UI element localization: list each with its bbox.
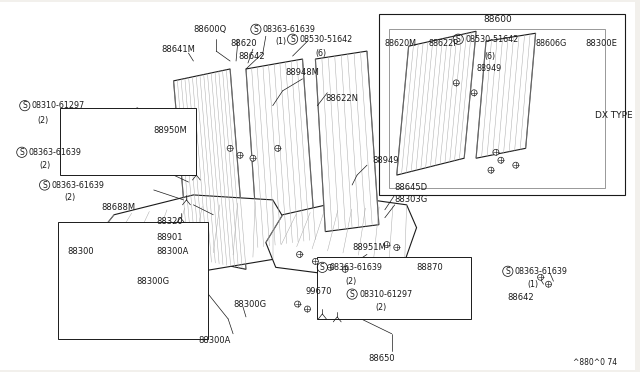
Text: 88300: 88300 (67, 247, 94, 256)
Text: 08363-61639: 08363-61639 (29, 148, 82, 157)
Circle shape (513, 162, 519, 168)
Circle shape (327, 264, 333, 270)
Polygon shape (316, 51, 379, 232)
Text: S: S (253, 25, 259, 34)
Circle shape (312, 259, 318, 264)
Text: S: S (456, 35, 461, 44)
Text: 88645D: 88645D (395, 183, 428, 192)
Polygon shape (173, 69, 246, 269)
Circle shape (296, 251, 303, 257)
Polygon shape (246, 59, 316, 247)
Polygon shape (60, 108, 196, 175)
Circle shape (538, 274, 543, 280)
Polygon shape (317, 257, 471, 319)
Text: S: S (42, 180, 47, 189)
Circle shape (275, 145, 281, 151)
Text: 88300G: 88300G (137, 277, 170, 286)
Polygon shape (397, 31, 476, 175)
Circle shape (237, 152, 243, 158)
Text: ^880^0 74: ^880^0 74 (573, 358, 617, 367)
Text: 88650: 88650 (369, 354, 395, 363)
Text: 08530-51642: 08530-51642 (300, 35, 353, 44)
Circle shape (294, 301, 301, 307)
Text: 88600: 88600 (484, 15, 512, 24)
Polygon shape (379, 15, 625, 195)
Text: S: S (290, 35, 295, 44)
Text: 88622P: 88622P (428, 39, 458, 48)
Text: 08363-61639: 08363-61639 (52, 180, 104, 189)
Text: 88300A: 88300A (198, 336, 231, 345)
Polygon shape (388, 29, 605, 188)
Text: 88688M: 88688M (101, 203, 135, 212)
Text: 08363-61639: 08363-61639 (515, 267, 568, 276)
Text: 88949: 88949 (372, 156, 399, 165)
Circle shape (227, 145, 233, 151)
Text: (2): (2) (345, 277, 356, 286)
Text: S: S (349, 290, 355, 299)
Text: (6): (6) (316, 49, 326, 58)
Polygon shape (476, 33, 536, 158)
Text: 08310-61297: 08310-61297 (32, 101, 85, 110)
Circle shape (488, 167, 494, 173)
Text: 88300A: 88300A (157, 247, 189, 256)
Text: 88300E: 88300E (585, 39, 617, 48)
Text: 88642: 88642 (508, 293, 534, 302)
Circle shape (250, 155, 256, 161)
Circle shape (471, 90, 477, 96)
Text: 88620M: 88620M (385, 39, 417, 48)
Text: 08363-61639: 08363-61639 (263, 25, 316, 34)
Circle shape (305, 306, 310, 312)
Text: 99670: 99670 (305, 287, 332, 296)
Text: 88870: 88870 (417, 263, 444, 272)
Text: (2): (2) (40, 161, 51, 170)
Text: 08530-51642: 08530-51642 (465, 35, 518, 44)
Text: (2): (2) (375, 302, 386, 311)
Polygon shape (266, 198, 417, 277)
Text: (2): (2) (65, 193, 76, 202)
Circle shape (342, 266, 348, 272)
Text: 88622N: 88622N (325, 94, 358, 103)
Text: 88949: 88949 (476, 64, 501, 73)
Text: 88620: 88620 (230, 39, 257, 48)
Circle shape (493, 149, 499, 155)
Text: DX TYPE: DX TYPE (595, 111, 633, 120)
Text: S: S (506, 267, 510, 276)
Text: S: S (320, 263, 324, 272)
Text: (2): (2) (38, 116, 49, 125)
Text: 88950M: 88950M (154, 126, 188, 135)
Circle shape (394, 244, 400, 250)
Text: 88320: 88320 (157, 217, 183, 226)
Text: 88606G: 88606G (536, 39, 567, 48)
Text: 88600Q: 88600Q (193, 25, 227, 34)
Text: 08310-61297: 08310-61297 (359, 290, 412, 299)
Text: (1): (1) (527, 280, 539, 289)
Text: (1): (1) (276, 37, 287, 46)
Text: 88642: 88642 (238, 52, 265, 61)
Text: 88901: 88901 (157, 233, 183, 242)
Polygon shape (58, 222, 208, 339)
Circle shape (545, 281, 552, 287)
Text: 88300G: 88300G (233, 299, 266, 308)
Circle shape (498, 157, 504, 163)
Circle shape (384, 241, 390, 247)
Text: S: S (19, 148, 24, 157)
Text: 88948M: 88948M (285, 68, 319, 77)
Text: 88641M: 88641M (162, 45, 196, 54)
Text: (6): (6) (484, 52, 495, 61)
Text: S: S (22, 101, 27, 110)
Text: 88303G: 88303G (395, 195, 428, 204)
Text: 88951M: 88951M (352, 243, 386, 252)
Circle shape (453, 80, 460, 86)
Text: 08363-61639: 08363-61639 (330, 263, 382, 272)
Polygon shape (94, 195, 287, 274)
